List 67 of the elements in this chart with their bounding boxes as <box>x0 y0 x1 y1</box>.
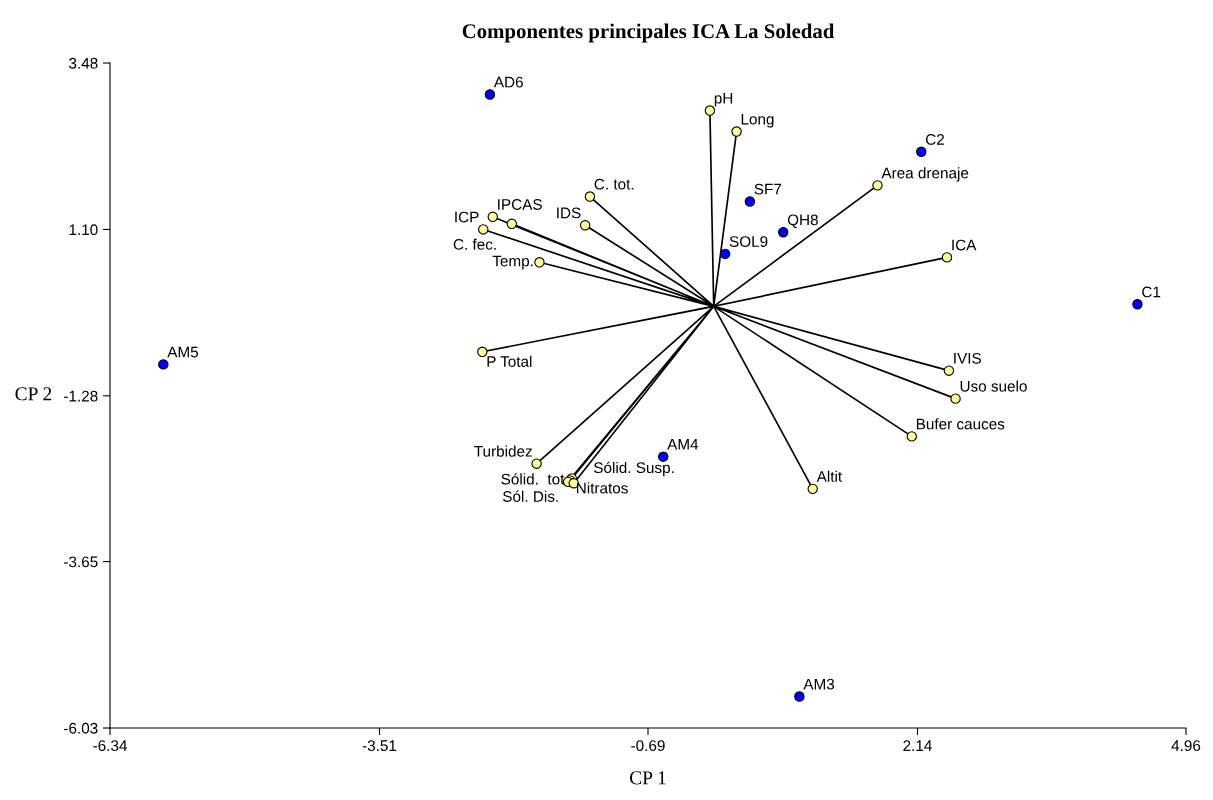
point <box>658 451 669 462</box>
point <box>1132 299 1143 310</box>
point <box>584 191 596 202</box>
x-tick-label: 2.14 <box>903 740 932 751</box>
data-label: ICP <box>455 211 479 223</box>
x-axis-title: CP 1 <box>629 771 666 785</box>
data-label: Nitratos <box>577 482 628 494</box>
data-label: AM5 <box>167 346 199 358</box>
point <box>916 146 927 158</box>
data-label: SOL9 <box>729 236 768 247</box>
point <box>531 458 542 469</box>
data-label: Sólid. tot <box>501 473 565 485</box>
data-label: AD6 <box>493 76 523 88</box>
point <box>487 211 499 223</box>
data-label: Long <box>741 113 774 128</box>
point <box>778 227 789 238</box>
point <box>704 105 716 116</box>
point <box>478 224 489 235</box>
x-tick-label: 4.96 <box>1171 740 1201 752</box>
chart-title: Componentes principales ICA La Soledad <box>462 23 835 43</box>
data-label: Area drenaje <box>881 167 969 182</box>
data-label: Turbidez <box>474 445 532 457</box>
data-label: AM4 <box>667 439 699 450</box>
data-label: Uso suelo <box>960 380 1027 392</box>
point <box>950 393 961 404</box>
data-label: P Total <box>487 355 532 367</box>
point <box>941 252 953 263</box>
data-label: QH8 <box>787 214 818 229</box>
point <box>719 248 731 260</box>
x-tick-label: -6.34 <box>93 740 127 752</box>
data-label: IDS <box>557 207 581 219</box>
point <box>943 365 955 376</box>
data-label: Temp. <box>492 255 533 270</box>
data-label: C. fec. <box>453 238 496 250</box>
data-label: IPCAS <box>498 199 542 210</box>
y-tick-label: -3.65 <box>64 556 98 568</box>
data-label: pH <box>714 92 733 107</box>
y-tick-label: 1.10 <box>69 224 98 236</box>
data-label: Bufer cauces <box>916 418 1005 430</box>
point <box>731 126 742 137</box>
data-label: C2 <box>925 134 944 145</box>
data-label: IVIS <box>954 352 981 364</box>
y-tick-label: -1.28 <box>64 390 98 402</box>
data-label: ICA <box>952 239 977 251</box>
point <box>906 431 917 442</box>
data-label: C1 <box>1142 286 1161 298</box>
data-label: Sól. Dis. <box>502 490 558 502</box>
point <box>477 346 488 358</box>
y-tick-label: -6.03 <box>64 722 98 734</box>
point <box>794 691 805 702</box>
data-label: Altit <box>816 470 843 482</box>
y-tick-label: 3.48 <box>69 57 98 69</box>
x-tick-label: -3.51 <box>362 740 397 752</box>
data-label: Sólid. Susp. <box>594 461 674 477</box>
point <box>534 257 545 268</box>
data-label: C. tot. <box>594 178 634 190</box>
point <box>807 483 818 495</box>
point <box>484 89 496 100</box>
point <box>506 218 518 230</box>
point <box>872 180 883 191</box>
data-label: SF7 <box>754 183 782 195</box>
point <box>744 196 756 207</box>
x-tick-label: -0.69 <box>631 740 665 752</box>
point <box>158 359 169 370</box>
y-axis-title: CP 2 <box>15 387 52 401</box>
point <box>579 220 591 231</box>
data-label: AM3 <box>803 678 835 690</box>
